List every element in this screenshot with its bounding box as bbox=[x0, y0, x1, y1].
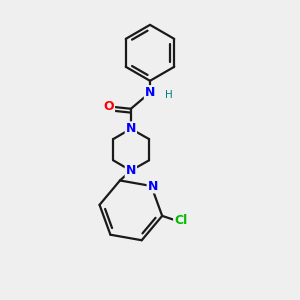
Text: N: N bbox=[148, 179, 158, 193]
Text: O: O bbox=[103, 100, 114, 113]
Text: Cl: Cl bbox=[174, 214, 188, 227]
Text: N: N bbox=[145, 86, 155, 99]
Text: N: N bbox=[126, 164, 136, 177]
Text: N: N bbox=[126, 122, 136, 135]
Text: H: H bbox=[165, 90, 173, 100]
